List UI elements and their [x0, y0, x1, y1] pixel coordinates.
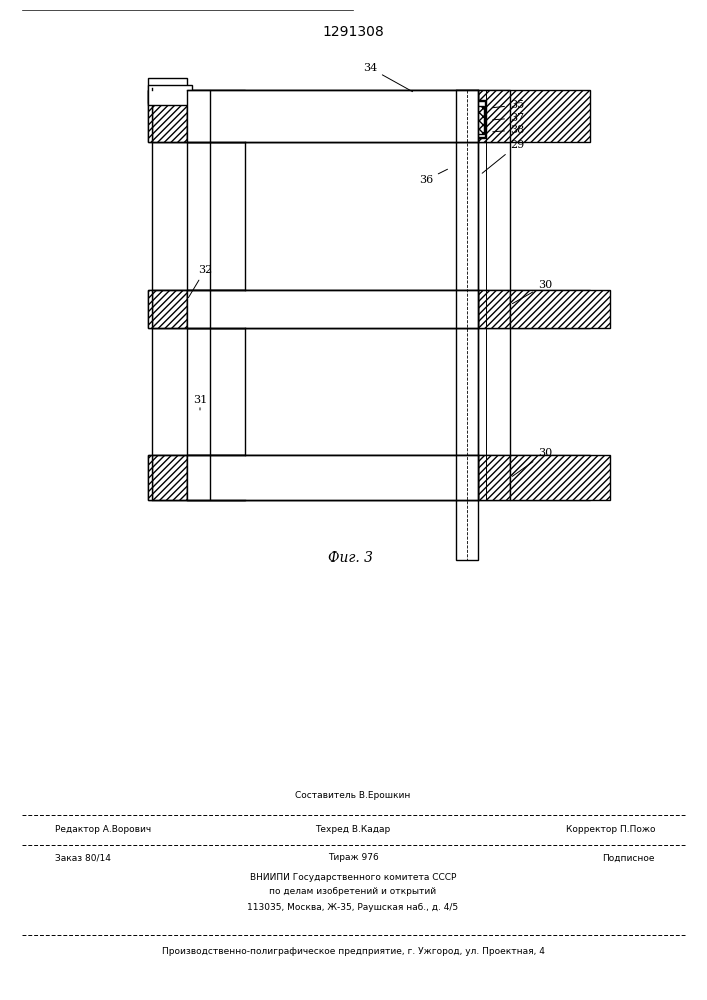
Bar	[148, 455, 590, 500]
Text: 29: 29	[482, 140, 525, 173]
Bar	[187, 90, 210, 142]
Text: Фиг. 3: Фиг. 3	[327, 551, 373, 565]
Bar	[456, 90, 478, 142]
Bar	[148, 290, 590, 328]
Text: 1291308: 1291308	[322, 25, 384, 39]
Bar	[152, 90, 187, 142]
Bar	[210, 90, 245, 142]
Bar	[456, 100, 486, 138]
Bar	[456, 455, 478, 500]
Text: 37: 37	[493, 113, 524, 123]
Bar	[478, 290, 510, 328]
Text: 30: 30	[513, 448, 552, 476]
Bar	[152, 455, 187, 500]
Bar	[478, 455, 510, 500]
Bar	[510, 290, 610, 328]
Text: 34: 34	[363, 63, 413, 92]
Text: 36: 36	[419, 169, 448, 185]
Bar	[478, 90, 510, 142]
Bar	[148, 78, 187, 103]
Text: ВНИИПИ Государственного комитета СССР: ВНИИПИ Государственного комитета СССР	[250, 872, 456, 882]
Text: Редактор А.Ворович: Редактор А.Ворович	[55, 826, 151, 834]
Bar	[148, 85, 192, 105]
Text: Составитель В.Ерошкин: Составитель В.Ерошкин	[296, 791, 411, 800]
Text: 31: 31	[193, 395, 207, 410]
Bar	[148, 290, 152, 328]
Bar	[148, 90, 152, 142]
Text: Производственно-полиграфическое предприятие, г. Ужгород, ул. Проектная, 4: Производственно-полиграфическое предприя…	[162, 948, 544, 956]
Text: Подписное: Подписное	[602, 854, 655, 862]
Text: Заказ 80/14: Заказ 80/14	[55, 854, 111, 862]
Bar	[510, 455, 610, 500]
Text: 32: 32	[189, 265, 212, 298]
Bar	[210, 455, 245, 500]
Text: 30: 30	[513, 280, 552, 304]
Bar	[187, 455, 478, 500]
Text: 38: 38	[493, 125, 525, 135]
Bar	[456, 90, 478, 560]
Bar	[210, 290, 245, 328]
Text: Корректор П.Пожо: Корректор П.Пожо	[566, 826, 655, 834]
Bar	[148, 90, 590, 142]
Text: 35: 35	[493, 100, 525, 110]
Bar	[148, 455, 152, 500]
Text: Тираж 976: Тираж 976	[327, 854, 378, 862]
Text: Техред В.Кадар: Техред В.Кадар	[315, 826, 391, 834]
Bar	[458, 106, 484, 134]
Text: по делам изобретений и открытий: по делам изобретений и открытий	[269, 888, 436, 896]
Bar	[187, 290, 210, 328]
Bar	[152, 290, 187, 328]
Bar	[187, 90, 478, 142]
Bar	[456, 290, 478, 328]
Text: 113035, Москва, Ж-35, Раушская наб., д. 4/5: 113035, Москва, Ж-35, Раушская наб., д. …	[247, 902, 459, 912]
Bar	[187, 455, 210, 500]
Bar	[187, 290, 478, 328]
Bar	[457, 101, 485, 137]
